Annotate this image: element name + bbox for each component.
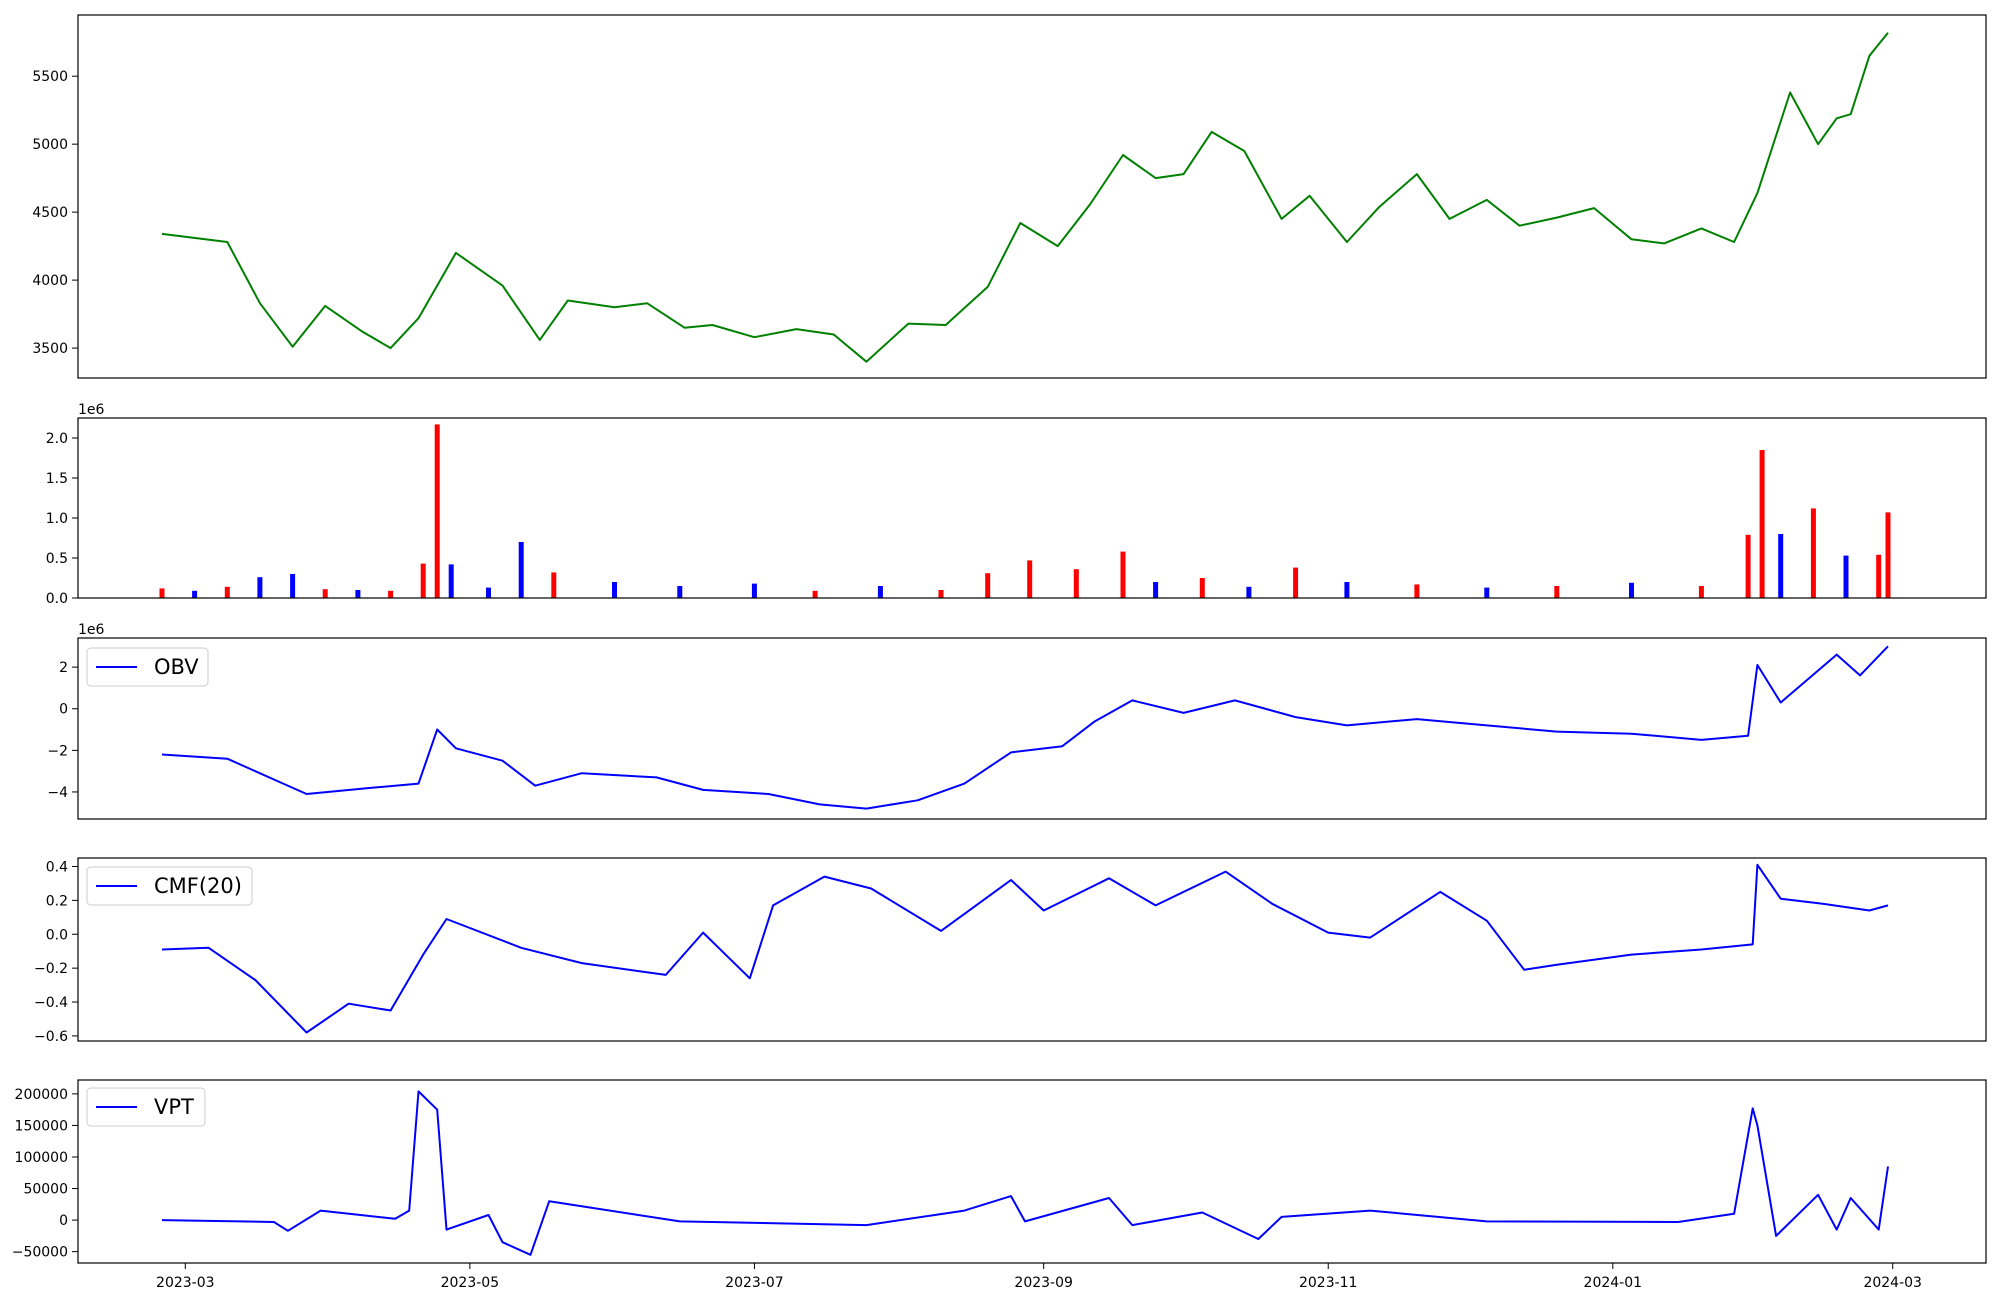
cmf-panel: CMF(20) −0.6 −0.4 −0.2 0.0 0.2 0.4	[34, 857, 1987, 1045]
volume-bar	[1027, 560, 1033, 598]
volume-bar	[1484, 587, 1490, 598]
volume-bar	[192, 590, 198, 598]
volume-bar	[448, 564, 454, 598]
cmf-ytick-label: 0.4	[46, 859, 68, 875]
volume-bar	[1414, 584, 1420, 598]
x-tick-label: 2024-01	[1584, 1275, 1643, 1291]
obv-legend-label: OBV	[154, 655, 199, 679]
cmf-series-line	[161, 863, 1889, 1034]
volume-bar	[322, 589, 328, 598]
volume-bar	[1554, 586, 1560, 598]
volume-bar	[1876, 554, 1882, 598]
volume-bar	[1199, 578, 1205, 598]
volume-bar	[1344, 582, 1350, 598]
price-ytick-label: 5000	[32, 137, 68, 153]
volume-axes-frame	[77, 417, 1987, 599]
volume-bar	[1843, 555, 1849, 598]
volume-panel: 1e6 0.0 0.5 1.0 1.5 2.0	[46, 402, 1987, 607]
x-tick-label: 2023-05	[441, 1275, 500, 1291]
volume-bar	[1698, 586, 1704, 598]
x-tick-label: 2023-03	[156, 1275, 215, 1291]
price-axes-frame	[77, 14, 1987, 379]
cmf-legend: CMF(20)	[86, 866, 253, 906]
volume-bar	[1745, 534, 1751, 598]
obv-legend: OBV	[86, 647, 209, 687]
vpt-ytick-label: 150000	[15, 1118, 68, 1134]
volume-bar	[1073, 569, 1079, 598]
volume-bar	[812, 590, 818, 598]
volume-bar	[420, 563, 426, 598]
cmf-ytick-label: 0.0	[46, 927, 68, 943]
volume-bar	[551, 572, 557, 598]
volume-bar	[877, 586, 883, 598]
volume-bar	[1153, 582, 1159, 598]
vpt-ytick-label: 100000	[15, 1150, 68, 1166]
cmf-ytick-label: 0.2	[46, 893, 68, 909]
volume-bar	[159, 588, 165, 598]
vpt-ytick-label: −50000	[12, 1245, 68, 1261]
x-tick-label: 2023-09	[1014, 1275, 1073, 1291]
x-tick-label: 2024-03	[1863, 1275, 1922, 1291]
obv-axes-frame	[77, 637, 1987, 820]
price-ytick-label: 4500	[32, 205, 68, 221]
x-tick-label: 2023-07	[725, 1275, 784, 1291]
volume-bar	[1293, 567, 1299, 598]
volume-bar	[677, 586, 683, 598]
vpt-ytick-label: 50000	[23, 1182, 68, 1198]
cmf-ytick-label: −0.2	[34, 961, 68, 977]
volume-bar	[1778, 534, 1784, 598]
volume-offset-label: 1e6	[78, 402, 105, 418]
volume-bar	[486, 587, 491, 598]
obv-ytick-label: −4	[47, 785, 68, 801]
volume-bar	[612, 582, 617, 598]
price-ytick-label: 5500	[32, 69, 68, 85]
vpt-series-line	[161, 1090, 1889, 1256]
price-panel: 3500 4000 4500 5000 5500	[32, 14, 1987, 379]
vpt-axes-frame	[77, 1079, 1987, 1264]
price-series-line	[161, 32, 1889, 363]
volume-bar	[938, 590, 944, 598]
cmf-axes-frame	[77, 857, 1987, 1042]
volume-bar	[224, 586, 230, 598]
volume-bar	[388, 590, 394, 598]
volume-bar	[985, 573, 991, 598]
vpt-legend: VPT	[86, 1087, 206, 1127]
volume-bar	[1120, 551, 1126, 598]
obv-ytick-label: −2	[47, 743, 68, 759]
vpt-ytick-label: 0	[59, 1213, 68, 1229]
obv-series-line	[161, 645, 1889, 810]
x-tick-label: 2023-11	[1299, 1275, 1358, 1291]
obv-panel: 1e6 OBV −4 −2 0 2	[47, 622, 1987, 820]
volume-bar	[1759, 450, 1765, 598]
volume-ytick-label: 2.0	[46, 431, 68, 447]
volume-bar	[355, 590, 361, 598]
volume-bar	[290, 574, 296, 598]
vpt-legend-label: VPT	[154, 1095, 194, 1119]
cmf-legend-label: CMF(20)	[154, 874, 242, 898]
volume-ytick-label: 0.0	[46, 591, 68, 607]
volume-bar	[751, 583, 757, 598]
cmf-ytick-label: −0.6	[34, 1029, 68, 1045]
volume-ytick-label: 1.5	[46, 471, 68, 487]
volume-ytick-label: 1.0	[46, 511, 68, 527]
obv-offset-label: 1e6	[78, 622, 105, 638]
cmf-ytick-label: −0.4	[34, 995, 68, 1011]
volume-bar	[1629, 582, 1634, 598]
volume-bar	[1885, 512, 1891, 598]
vpt-ytick-label: 200000	[15, 1087, 68, 1103]
price-ytick-label: 3500	[32, 341, 68, 357]
vpt-panel: VPT −50000 0 50000 100000 150000 200000 2023-0…	[12, 1079, 1987, 1291]
volume-bar	[518, 542, 524, 598]
volume-bar	[1246, 586, 1252, 598]
volume-bar	[1810, 508, 1816, 598]
obv-ytick-label: 0	[59, 702, 68, 718]
volume-ytick-label: 0.5	[46, 551, 68, 567]
volume-bar	[434, 424, 440, 598]
price-ytick-label: 4000	[32, 273, 68, 289]
volume-bar	[257, 577, 263, 598]
obv-ytick-label: 2	[59, 660, 68, 676]
